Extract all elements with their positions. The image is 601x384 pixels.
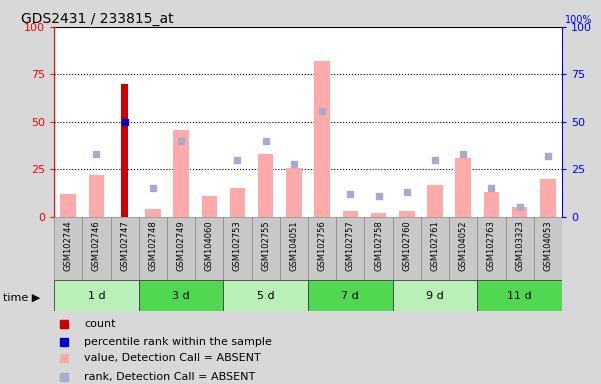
FancyBboxPatch shape	[449, 217, 477, 280]
FancyBboxPatch shape	[139, 280, 224, 311]
FancyBboxPatch shape	[139, 217, 167, 280]
Text: GSM102753: GSM102753	[233, 220, 242, 271]
Text: 100%: 100%	[565, 15, 592, 25]
FancyBboxPatch shape	[336, 217, 364, 280]
FancyBboxPatch shape	[54, 280, 139, 311]
FancyBboxPatch shape	[167, 217, 195, 280]
Bar	[371, 213, 386, 217]
Text: GSM102760: GSM102760	[402, 220, 411, 271]
Text: count: count	[84, 319, 116, 329]
FancyBboxPatch shape	[392, 280, 477, 311]
Bar	[314, 61, 330, 217]
Text: value, Detection Call = ABSENT: value, Detection Call = ABSENT	[84, 353, 261, 364]
Text: GSM102758: GSM102758	[374, 220, 383, 271]
Text: GSM102747: GSM102747	[120, 220, 129, 271]
Bar	[427, 185, 443, 217]
Bar	[201, 196, 217, 217]
FancyBboxPatch shape	[505, 217, 534, 280]
FancyBboxPatch shape	[308, 280, 392, 311]
Bar	[399, 211, 415, 217]
Bar	[145, 209, 160, 217]
FancyBboxPatch shape	[534, 217, 562, 280]
Text: GSM102756: GSM102756	[317, 220, 326, 271]
Text: time ▶: time ▶	[3, 293, 40, 303]
Text: GSM102763: GSM102763	[487, 220, 496, 271]
FancyBboxPatch shape	[308, 217, 336, 280]
FancyBboxPatch shape	[252, 217, 280, 280]
Text: GSM102749: GSM102749	[177, 220, 186, 271]
Text: GSM104051: GSM104051	[290, 220, 299, 271]
FancyBboxPatch shape	[224, 217, 252, 280]
Text: rank, Detection Call = ABSENT: rank, Detection Call = ABSENT	[84, 372, 255, 382]
Text: GSM102761: GSM102761	[430, 220, 439, 271]
Text: 11 d: 11 d	[507, 291, 532, 301]
FancyBboxPatch shape	[421, 217, 449, 280]
FancyBboxPatch shape	[195, 217, 224, 280]
Text: GDS2431 / 233815_at: GDS2431 / 233815_at	[21, 12, 174, 26]
Text: 7 d: 7 d	[341, 291, 359, 301]
Text: GSM102755: GSM102755	[261, 220, 270, 271]
Text: GSM102744: GSM102744	[64, 220, 73, 271]
Text: 3 d: 3 d	[172, 291, 190, 301]
FancyBboxPatch shape	[364, 217, 392, 280]
Bar	[512, 207, 527, 217]
Text: percentile rank within the sample: percentile rank within the sample	[84, 337, 272, 347]
Bar	[173, 129, 189, 217]
Bar	[230, 189, 245, 217]
Text: GSM102757: GSM102757	[346, 220, 355, 271]
Text: GSM104053: GSM104053	[543, 220, 552, 271]
Text: GSM103323: GSM103323	[515, 220, 524, 271]
Text: 5 d: 5 d	[257, 291, 275, 301]
Bar	[89, 175, 104, 217]
Bar	[258, 154, 273, 217]
Text: GSM104060: GSM104060	[205, 220, 214, 271]
FancyBboxPatch shape	[224, 280, 308, 311]
FancyBboxPatch shape	[82, 217, 111, 280]
Bar	[456, 158, 471, 217]
Text: GSM102746: GSM102746	[92, 220, 101, 271]
Bar	[121, 84, 128, 217]
FancyBboxPatch shape	[280, 217, 308, 280]
Text: GSM102748: GSM102748	[148, 220, 157, 271]
FancyBboxPatch shape	[477, 280, 562, 311]
Bar	[286, 167, 302, 217]
Bar	[540, 179, 555, 217]
FancyBboxPatch shape	[54, 217, 82, 280]
Bar	[61, 194, 76, 217]
Bar	[343, 211, 358, 217]
Text: 9 d: 9 d	[426, 291, 444, 301]
Bar	[484, 192, 499, 217]
FancyBboxPatch shape	[392, 217, 421, 280]
FancyBboxPatch shape	[477, 217, 505, 280]
FancyBboxPatch shape	[111, 217, 139, 280]
Text: GSM104052: GSM104052	[459, 220, 468, 271]
Text: 1 d: 1 d	[88, 291, 105, 301]
